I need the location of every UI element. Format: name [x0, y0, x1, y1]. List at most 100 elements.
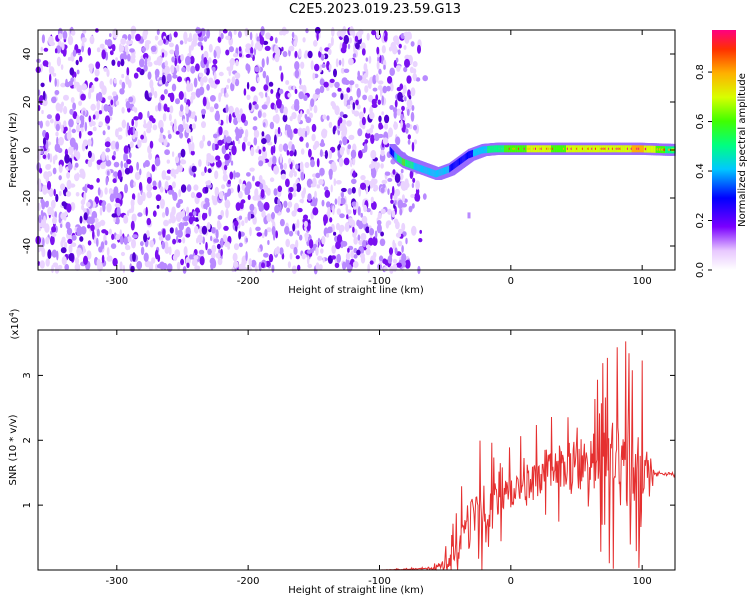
- spectrogram-noise-cell: [275, 230, 278, 239]
- spectrogram-noise-cell: [289, 170, 294, 178]
- spectrogram-noise-cell: [117, 169, 122, 180]
- spectrogram-noise-cell: [259, 183, 264, 190]
- spectrogram-noise-cell: [115, 100, 120, 106]
- spectrogram-noise-cell: [307, 193, 312, 202]
- spectrogram-noise-cell: [279, 218, 285, 227]
- spectrogram-noise-cell: [82, 186, 87, 192]
- spectrogram-noise-cell: [380, 231, 384, 237]
- spectrogram-noise-cell: [146, 176, 152, 184]
- spectrogram-noise-cell: [202, 134, 206, 142]
- spectrogram-noise-cell: [285, 178, 290, 188]
- spectrogram-noise-cell: [94, 196, 100, 205]
- spectrogram-noise-cell: [292, 192, 297, 197]
- spectrogram-noise-cell: [132, 106, 136, 112]
- spectrogram-noise-cell: [400, 180, 406, 190]
- spectrogram-noise-cell: [394, 173, 401, 184]
- spectrogram-noise-cell: [175, 98, 180, 105]
- spectrogram-noise-cell: [232, 53, 238, 58]
- spectrogram-noise-cell: [273, 144, 276, 154]
- spectrogram-noise-cell: [70, 147, 75, 152]
- spectrogram-noise-cell: [373, 184, 379, 192]
- spectrogram-noise-cell: [40, 46, 43, 52]
- spectrogram-noise-cell: [77, 87, 82, 93]
- spectrogram-noise-cell: [48, 35, 54, 45]
- spectrogram-noise-cell: [76, 69, 80, 75]
- spectrogram-noise-cell: [191, 123, 196, 130]
- spectrogram-noise-cell: [284, 225, 290, 235]
- colorbar-tick-label: 0.4: [695, 163, 706, 179]
- spectrogram-noise-cell: [318, 179, 324, 186]
- spectrogram-noise-cell: [58, 190, 62, 197]
- spectrogram-noise-cell: [338, 157, 344, 167]
- spectrogram-noise-cell: [182, 216, 189, 222]
- spectrogram-noise-cell: [113, 171, 118, 178]
- spectrogram-noise-cell: [343, 98, 347, 107]
- spectrogram-noise-cell: [208, 57, 212, 64]
- colorbar: [712, 30, 736, 270]
- spectrogram-noise-cell: [315, 262, 320, 271]
- spectrogram-noise-cell: [99, 43, 105, 49]
- spectrogram-noise-cell: [235, 126, 239, 137]
- spectrogram-noise-cell: [270, 89, 274, 94]
- x-tick-label: -100: [368, 276, 391, 287]
- spectrogram-noise-cell: [115, 141, 120, 150]
- spectrogram-noise-cell: [154, 35, 159, 41]
- spectrogram-noise-cell: [387, 255, 393, 264]
- spectrogram-noise-cell: [369, 228, 375, 236]
- spectrogram-noise-cell: [182, 208, 185, 218]
- spectrogram-noise-cell: [80, 199, 86, 206]
- spectrogram-noise-cell: [215, 229, 219, 239]
- spectrogram-noise-cell: [80, 127, 84, 133]
- spectrogram-noise-cell: [310, 60, 314, 71]
- spectrogram-noise-cell: [209, 257, 216, 265]
- spectrogram-noise-cell: [101, 202, 106, 207]
- spectrogram-noise-cell: [172, 238, 177, 245]
- spectrogram-noise-cell: [403, 45, 407, 50]
- spectrogram-cells: [35, 25, 676, 275]
- spectrogram-noise-cell: [367, 94, 374, 103]
- spectrogram-noise-cell: [245, 43, 252, 49]
- spectrogram-noise-cell: [406, 123, 411, 128]
- spectrogram-noise-cell: [143, 252, 149, 262]
- spectrogram-noise-cell: [164, 245, 170, 254]
- spectrogram-noise-cell: [214, 170, 219, 180]
- spectrogram-noise-cell: [64, 154, 70, 164]
- spectrogram-noise-cell: [262, 112, 267, 118]
- spectrogram-noise-cell: [335, 180, 342, 185]
- spectrogram-noise-cell: [173, 31, 178, 38]
- spectrogram-noise-cell: [157, 102, 162, 112]
- spectrogram-noise-cell: [52, 167, 57, 175]
- spectrogram-noise-cell: [147, 61, 153, 67]
- spectrogram-noise-cell: [188, 254, 194, 260]
- spectrogram-noise-cell: [188, 141, 192, 152]
- spectrogram-noise-cell: [383, 266, 388, 272]
- spectrogram-noise-cell: [298, 48, 302, 58]
- spectrogram-noise-cell: [211, 195, 214, 201]
- spectrogram-noise-cell: [123, 162, 129, 169]
- spectrogram-noise-cell: [67, 238, 73, 244]
- spectrogram-noise-cell: [186, 262, 190, 269]
- spectrogram-noise-cell: [344, 222, 350, 233]
- spectrogram-noise-cell: [329, 217, 333, 223]
- spectrogram-noise-cell: [207, 248, 213, 255]
- spectrogram-noise-cell: [279, 65, 282, 71]
- spectrogram-noise-cell: [347, 264, 352, 273]
- spectrogram-noise-cell: [207, 140, 212, 147]
- spectrogram-noise-cell: [316, 31, 319, 41]
- spectrogram-noise-cell: [401, 261, 406, 267]
- spectrogram-noise-cell: [361, 215, 368, 225]
- spectrogram-noise-cell: [265, 32, 271, 40]
- spectrogram-noise-cell: [332, 205, 335, 215]
- spectrogram-noise-cell: [106, 155, 110, 161]
- spectrogram-noise-cell: [243, 88, 247, 96]
- spectrogram-noise-cell: [225, 35, 231, 41]
- spectrogram-noise-cell: [347, 144, 352, 150]
- spectrogram-noise-cell: [353, 110, 360, 117]
- spectrogram-noise-cell: [379, 85, 382, 90]
- spectrogram-noise-cell: [148, 115, 154, 122]
- spectrogram-noise-cell: [238, 215, 243, 220]
- spectrogram-noise-cell: [409, 170, 414, 179]
- spectrogram-noise-cell: [178, 109, 184, 118]
- spectrogram-noise-cell: [260, 26, 265, 36]
- spectrogram-noise-cell: [307, 263, 313, 269]
